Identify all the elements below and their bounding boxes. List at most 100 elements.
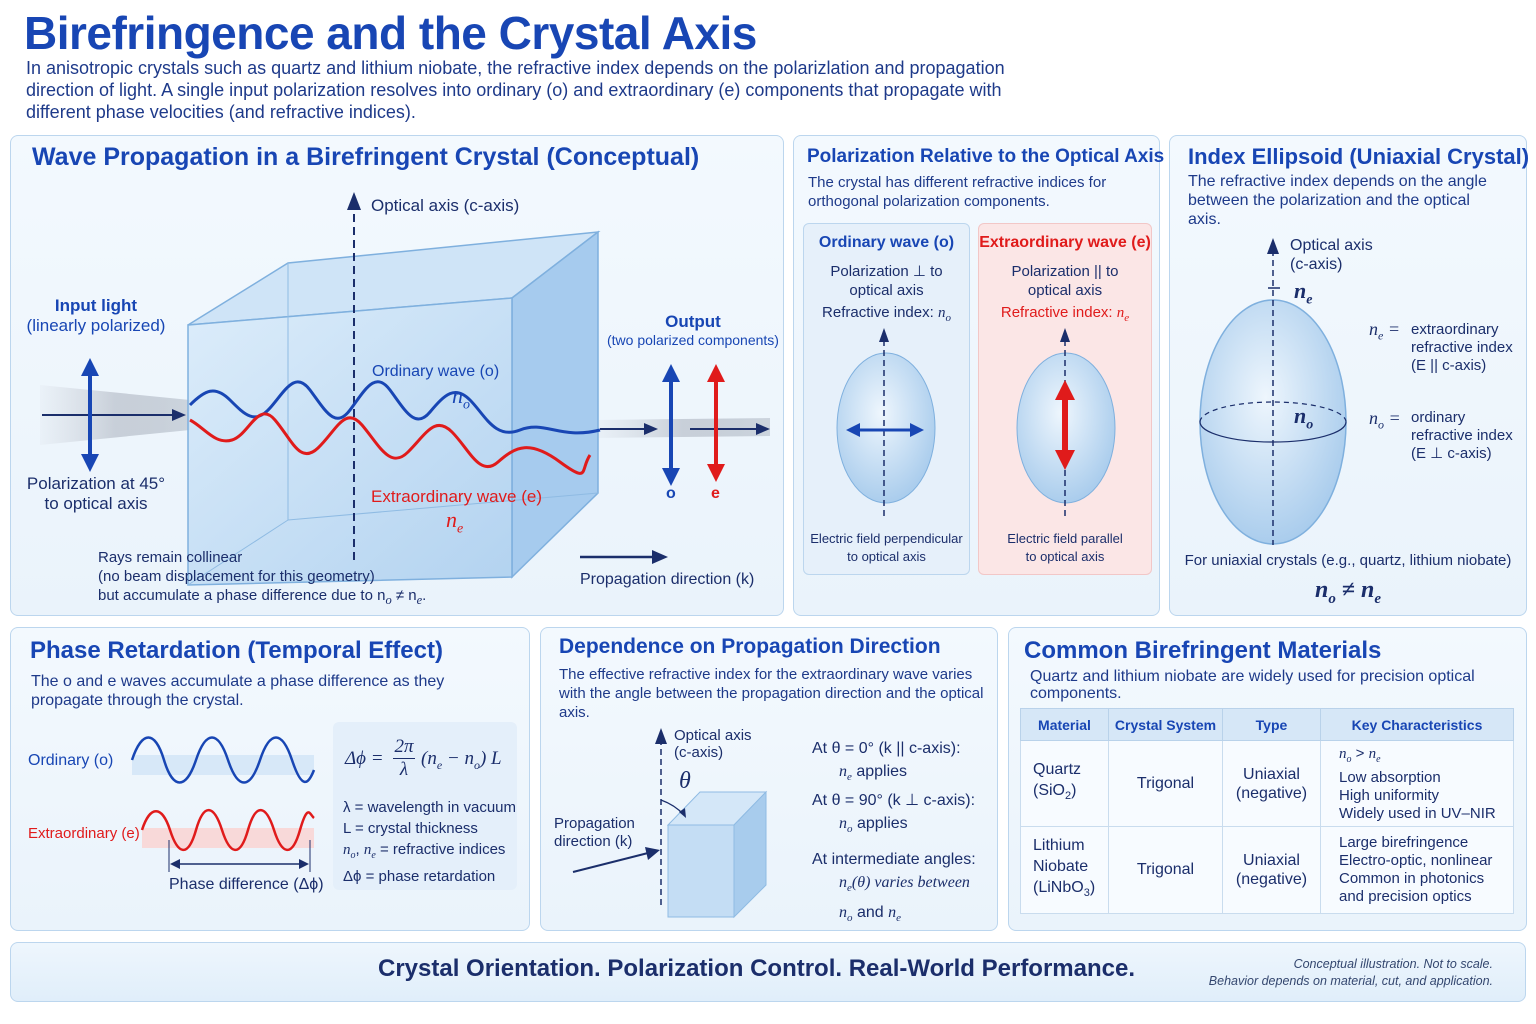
ordinary-wave [188,380,601,435]
def-phi: Δϕ = phase retardation [343,868,496,885]
quartz-chars: no > ne Low absorption High uniformity W… [1320,740,1514,827]
ellipsoid-axis-label: Optical axis (c-axis) [1290,236,1373,274]
def-L: L = crystal thickness [343,820,478,837]
materials-panel-desc: Quartz and lithium niobate are widely us… [1030,668,1475,702]
ellipsoid-ne-label: ne [1294,278,1313,308]
uniaxial-note: For uniaxial crystals (e.g., quartz, lit… [1184,552,1512,569]
ne-def-line3: (E || c-axis) [1411,357,1487,374]
phase-extraordinary-label: Extraordinary (e) [28,825,140,842]
case-0-result-text: applies [851,763,908,780]
rays-line1: Rays remain collinear [98,549,243,566]
n-e-symbol: n [446,507,457,532]
linbo3-formula-text: (LiNbO [1033,879,1084,897]
direction-axis-label: Optical axis (c-axis) [674,727,752,761]
ellipsoid-axis-line2: (c-axis) [1290,256,1343,273]
quartz-type-line1: Uniaxial [1243,765,1300,783]
ne-definition: extraordinary refractive index (E || c-a… [1411,321,1513,375]
optical-axis-arrowhead [347,192,361,210]
polarization-45-label: Polarization at 45° to optical axis [20,474,172,514]
linbo3-type-line2: (negative) [1235,871,1308,888]
ordinary-footer2: to optical axis [847,549,926,564]
def-lambda: λ = wavelength in vacuum [343,799,517,816]
ordinary-footer1: Electric field perpendicular [810,531,963,546]
no-definition: ordinary refractive index (E ⊥ c-axis) [1411,409,1513,463]
case-intermediate-range: no and ne [839,903,901,924]
direction-axis-line2: (c-axis) [674,744,724,761]
intro-text: In anisotropic crystals such as quartz a… [26,58,1005,122]
case-intermediate-and: and [852,903,889,921]
case-90: At θ = 90° (k ⊥ c-axis): [812,792,976,810]
direction-k-arrow [572,852,649,873]
index-inequality: no ≠ ne [1314,577,1382,607]
quartz-material: Quartz (SiO2) [1020,740,1109,827]
ordinary-wave-label: Ordinary wave (o) [372,363,500,380]
direction-axis-line1: Optical axis [674,727,752,744]
ordinary-index-symbol: no [937,305,951,324]
n-o-symbol: n [452,383,463,408]
linbo3-char-3: Common in photonics [1339,870,1485,887]
table-row: Lithium Niobate (LiNbO3) Trigonal Uniaxi… [1020,826,1514,914]
formula-definitions: λ = wavelength in vacuum L = crystal thi… [343,797,516,887]
no-def-symbol: no = [1369,408,1401,432]
linbo3-type: Uniaxial (negative) [1222,826,1321,914]
ne-def-symbol: ne = [1369,319,1400,343]
formula-box [333,722,517,890]
ellipsoid-panel-desc: The refractive index depends on the angl… [1188,173,1487,228]
header-material: Material [1020,708,1109,741]
extraordinary-line2: optical axis [1027,282,1103,299]
footer-note-1: Conceptual illustration. Not to scale. [1293,957,1493,971]
direction-prop-label: Propagation direction (k) [554,815,635,851]
header-chars: Key Characteristics [1320,708,1514,741]
linbo3-type-line1: Uniaxial [1243,852,1300,869]
polarization-panel-desc: The crystal has different refractive ind… [808,174,1107,210]
theta-label: θ [679,768,691,794]
phase-ordinary-label: Ordinary (o) [28,752,114,769]
formula-numerator: 2π [393,736,415,759]
rays-line3: but accumulate a phase difference due to… [98,587,427,607]
output-title: Output [665,312,721,331]
rays-line3-text: but accumulate a phase difference due to… [98,587,386,604]
linbo3-char-4: and precision optics [1339,888,1472,905]
linbo3-char-1: Large birefringence [1339,834,1469,851]
n-o-label: no [452,383,470,413]
formula-fraction: 2π λ [393,736,415,781]
direction-panel-desc: The effective refractive index for the e… [559,666,984,721]
formula-rhs-open: (n [421,748,437,769]
linbo3-formula-sub: 3 [1083,887,1090,900]
ellipsoid-no-label: no [1294,403,1314,433]
inequality-symbol: ≠ [1341,577,1355,603]
ordinary-card-title: Ordinary wave (o) [818,234,955,251]
output-o-label: o [666,485,676,502]
formula-lhs: Δϕ = [345,748,384,769]
quartz-formula: (SiO2) [1033,782,1077,803]
direction-prop-line2: direction (k) [554,833,633,850]
extraordinary-wave [189,412,592,475]
header-type: Type [1222,708,1321,741]
direction-cases: At θ = 0° (k || c-axis): ne applies At θ… [812,737,976,930]
quartz-type-line2: (negative) [1235,784,1308,802]
phase-panel-desc: The o and e waves accumulate a phase dif… [31,673,445,709]
ordinary-card-text: Polarization ⊥ to optical axis Refractiv… [803,262,970,328]
linbo3-name-1: Lithium [1033,837,1085,855]
linbo3-formula: (LiNbO3) [1033,879,1096,900]
ellipsoid-axis-line1: Optical axis [1290,237,1373,254]
ordinary-index: Refractive index: no [803,303,970,328]
direction-panel-title: Dependence on Propagation Direction [559,635,941,658]
output-sub: (two polarized components) [607,332,779,348]
rays-line3-sub-o: o [385,593,392,607]
rays-line3-sub-e: e [416,593,423,607]
ordinary-line1: Polarization ⊥ to [830,263,943,280]
quartz-type: Uniaxial (negative) [1222,740,1321,827]
table-row: Quartz (SiO2) Trigonal Uniaxial (negativ… [1020,740,1514,827]
rays-note: Rays remain collinear (no beam displacem… [98,548,426,610]
case-0: At θ = 0° (k || c-axis): [812,740,961,757]
materials-panel-title: Common Birefringent Materials [1024,637,1382,664]
extraordinary-line1: Polarization || to [1011,263,1119,280]
output-e-label: e [711,485,720,502]
extraordinary-wave-label: Extraordinary wave (e) [371,487,543,506]
n-e-label: ne [446,507,463,537]
n-o-subscript: o [463,397,470,413]
phase-ordinary-wave [130,736,316,784]
